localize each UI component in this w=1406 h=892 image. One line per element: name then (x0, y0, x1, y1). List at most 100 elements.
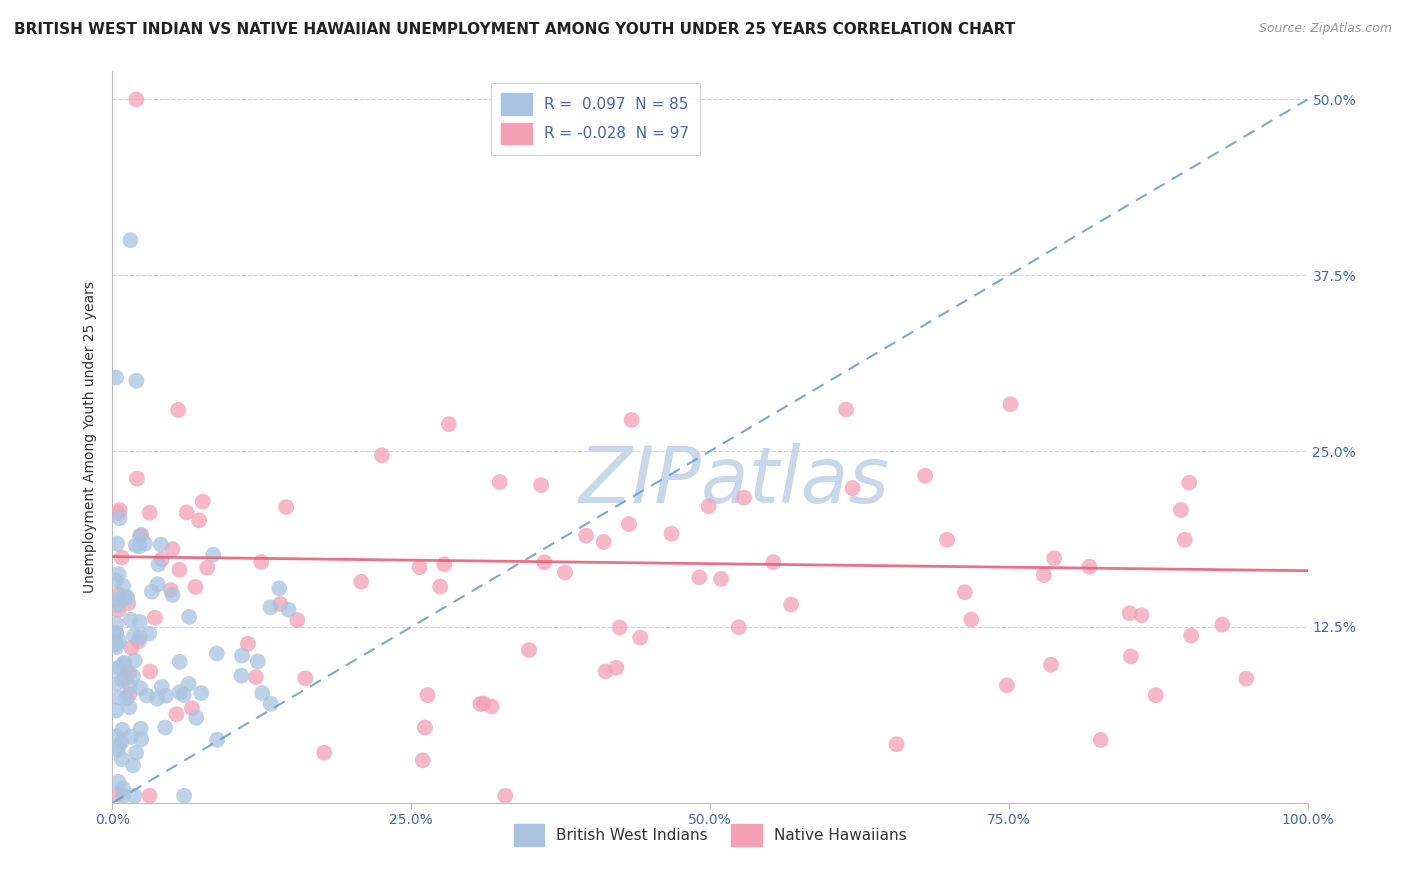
Point (105, 704, 128, 718)
Point (129, 529, 152, 543)
Point (138, 789, 160, 803)
Point (259, 600, 281, 615)
Point (138, 506, 160, 520)
Point (575, 529, 598, 543)
Point (122, 669, 145, 683)
Point (190, 686, 212, 700)
Point (148, 558, 170, 572)
Point (105, 640, 128, 655)
Point (617, 517, 640, 532)
Point (169, 685, 191, 699)
Point (1144, 688, 1167, 702)
Point (269, 597, 291, 611)
Point (107, 603, 129, 617)
Point (108, 690, 131, 705)
Point (294, 671, 316, 685)
Point (762, 555, 785, 569)
Point (108, 660, 131, 674)
Point (146, 691, 169, 706)
Point (160, 583, 183, 598)
Point (620, 413, 643, 427)
Point (733, 491, 755, 505)
Point (107, 661, 129, 675)
Point (111, 723, 134, 737)
Point (953, 585, 976, 599)
Point (128, 615, 150, 629)
Point (111, 673, 134, 687)
Point (128, 630, 150, 644)
Point (107, 788, 129, 802)
Point (108, 511, 131, 525)
Point (114, 590, 136, 604)
Point (105, 626, 128, 640)
Point (112, 657, 135, 671)
Point (118, 665, 141, 680)
Point (129, 528, 152, 542)
Point (250, 555, 273, 569)
Point (107, 587, 129, 601)
Point (1178, 475, 1201, 490)
Point (122, 629, 145, 643)
Point (191, 494, 214, 508)
Point (131, 732, 153, 747)
Point (162, 588, 184, 602)
Point (260, 697, 283, 711)
Point (661, 526, 683, 541)
Point (167, 403, 190, 417)
Point (176, 505, 198, 519)
Point (886, 737, 908, 751)
Point (105, 592, 128, 607)
Point (472, 697, 495, 711)
Point (628, 631, 651, 645)
Point (184, 580, 207, 594)
Text: BRITISH WEST INDIAN VS NATIVE HAWAIIAN UNEMPLOYMENT AMONG YOUTH UNDER 25 YEARS C: BRITISH WEST INDIAN VS NATIVE HAWAIIAN U… (14, 22, 1015, 37)
Point (1032, 568, 1054, 582)
Point (117, 596, 139, 610)
Point (285, 613, 308, 627)
Point (533, 555, 555, 569)
Point (605, 661, 627, 675)
Point (166, 707, 188, 722)
Point (111, 550, 134, 565)
Point (1090, 733, 1112, 747)
Point (162, 542, 184, 557)
Point (554, 566, 576, 580)
Point (105, 616, 128, 631)
Point (114, 671, 136, 685)
Point (107, 775, 129, 789)
Point (995, 678, 1018, 692)
Point (269, 582, 291, 596)
Point (107, 743, 129, 757)
Point (173, 789, 195, 803)
Point (120, 640, 142, 655)
Point (143, 611, 166, 625)
Point (105, 677, 128, 691)
Point (179, 610, 201, 624)
Point (1119, 649, 1142, 664)
Point (1000, 397, 1022, 411)
Point (125, 538, 148, 552)
Point (118, 687, 141, 701)
Point (186, 711, 208, 725)
Point (115, 591, 138, 605)
Point (122, 758, 145, 772)
Point (135, 689, 157, 703)
Point (936, 533, 959, 547)
Point (246, 654, 269, 668)
Point (169, 563, 191, 577)
Point (112, 656, 135, 670)
Point (697, 499, 720, 513)
Point (350, 574, 373, 589)
Point (105, 626, 128, 640)
Point (231, 648, 253, 663)
Point (107, 506, 129, 520)
Point (1170, 503, 1192, 517)
Point (118, 700, 141, 714)
Point (960, 613, 983, 627)
Point (105, 536, 128, 550)
Point (153, 721, 176, 735)
Point (139, 665, 162, 679)
Point (688, 570, 710, 584)
Point (111, 752, 134, 766)
Point (202, 548, 225, 562)
